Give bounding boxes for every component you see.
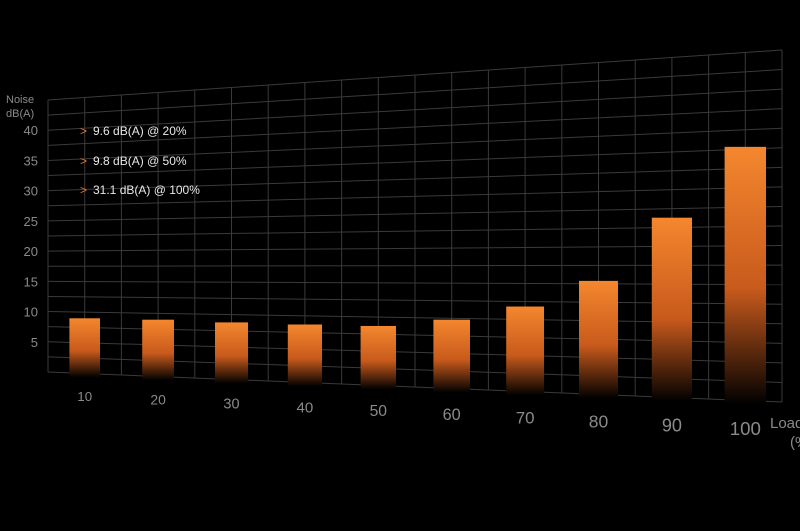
annotation-2: > 9.8 dB(A) @ 50% <box>80 154 187 168</box>
x-tick-label: 30 <box>223 397 239 413</box>
x-axis-title: Load (%) <box>770 415 800 451</box>
annotation-marker: > <box>80 124 87 138</box>
bar <box>724 146 766 405</box>
annotation-text: 31.1 dB(A) @ 100% <box>93 183 200 197</box>
x-tick-label: 90 <box>662 415 682 435</box>
y-tick-label: 5 <box>31 335 38 350</box>
labels: 5 10 15 20 25 30 35 40 10 20 30 40 50 60 70 80 90 100 <box>24 123 761 439</box>
annotation-text: 9.8 dB(A) @ 50% <box>93 154 187 168</box>
grid <box>47 49 783 403</box>
x-tick-label: 50 <box>370 403 388 420</box>
bar <box>651 217 692 402</box>
y-tick-label: 10 <box>24 305 38 320</box>
bar <box>69 318 100 378</box>
bar <box>579 280 618 399</box>
x-tick-label: 70 <box>516 409 535 428</box>
y-axis-title-line-2: dB(A) <box>6 108 34 120</box>
bar <box>506 306 544 396</box>
y-tick-label: 40 <box>24 123 38 138</box>
annotation-marker: > <box>80 183 87 197</box>
x-tick-label: 100 <box>730 418 761 439</box>
y-axis-title: Noise dB(A) <box>6 94 34 120</box>
annotation-text: 9.6 dB(A) @ 20% <box>93 124 187 138</box>
bar <box>433 319 470 393</box>
x-axis-title-line-2: (%) <box>790 434 800 451</box>
annotations: > 9.6 dB(A) @ 20% > 9.8 dB(A) @ 50% > 31… <box>80 124 200 197</box>
x-tick-label: 10 <box>77 389 92 404</box>
y-tick-label: 30 <box>24 184 38 199</box>
bar <box>360 325 396 390</box>
y-tick-label: 20 <box>24 244 38 259</box>
bar <box>142 319 174 381</box>
annotation-marker: > <box>80 154 87 168</box>
x-tick-label: 80 <box>589 412 609 432</box>
bar <box>287 324 322 387</box>
y-tick-label: 35 <box>24 153 38 168</box>
annotation-1: > 9.6 dB(A) @ 20% <box>80 124 187 138</box>
x-axis-title-line-1: Load <box>770 415 800 432</box>
y-tick-label: 15 <box>24 274 38 289</box>
x-tick-label: 40 <box>297 399 314 416</box>
annotation-3: > 31.1 dB(A) @ 100% <box>80 183 200 197</box>
bars <box>69 146 766 405</box>
x-tick-label: 60 <box>443 406 461 424</box>
y-tick-label: 25 <box>24 214 38 229</box>
bar <box>215 322 248 384</box>
x-tick-label: 20 <box>150 392 166 408</box>
y-axis-title-line-1: Noise <box>6 94 34 106</box>
